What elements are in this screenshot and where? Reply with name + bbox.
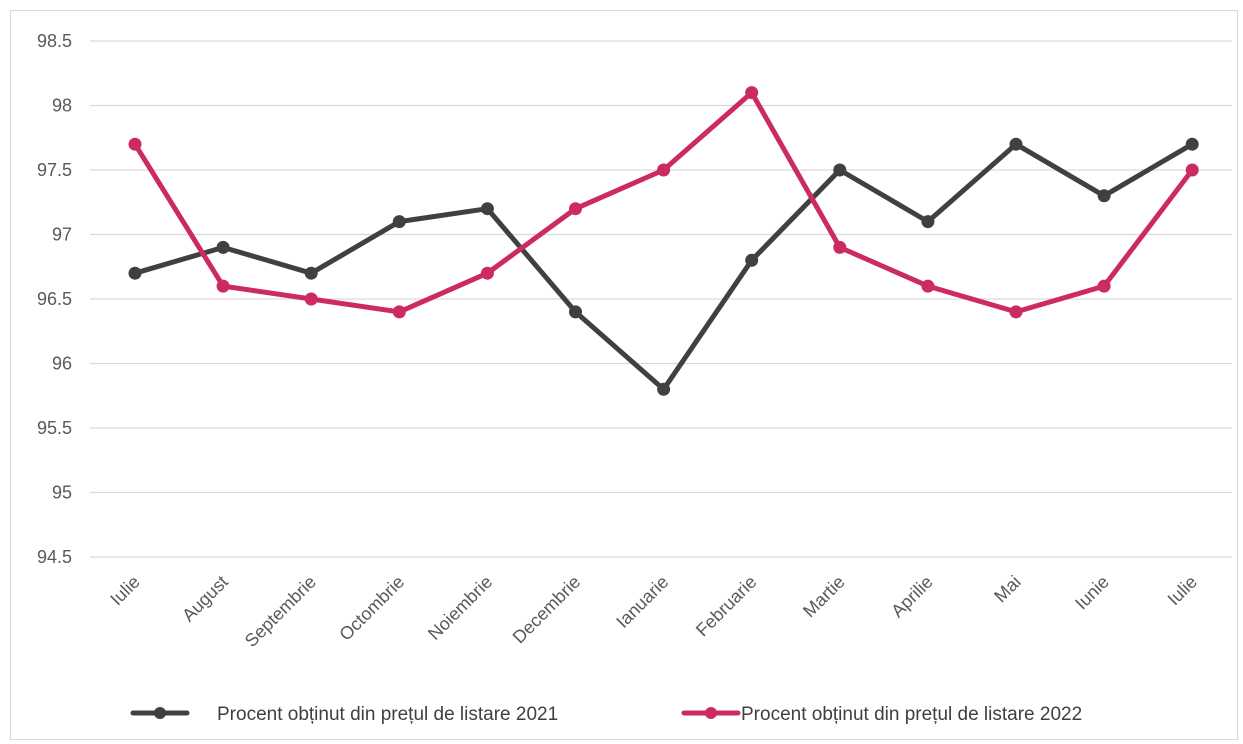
legend-item-2022: Procent obținut din prețul de listare 20…: [681, 704, 1082, 725]
legend-marker-2021: [154, 707, 166, 719]
data-point: [216, 279, 230, 293]
x-tick-label: Aprilie: [887, 572, 937, 622]
x-tick-label: Iulie: [106, 572, 143, 609]
x-tick-label: Noiembrie: [424, 572, 496, 644]
data-point: [1097, 189, 1111, 203]
data-point: [657, 382, 671, 396]
data-point: [921, 279, 935, 293]
chart-frame: [10, 10, 1238, 740]
x-tick-label: Iunie: [1071, 572, 1113, 614]
gridlines: [90, 40, 1232, 558]
data-point: [921, 215, 935, 229]
data-point: [304, 292, 318, 306]
y-tick-label: 95.5: [37, 418, 72, 438]
data-point: [833, 240, 847, 254]
legend-item-2021: Procent obținut din prețul de listare 20…: [130, 704, 558, 725]
x-axis-ticks: Iulie August Septembrie Octombrie Noiembrie D…: [106, 572, 1201, 651]
data-point: [657, 163, 671, 177]
data-point: [569, 305, 582, 319]
x-tick-label: Iulie: [1164, 572, 1201, 609]
series-2022: [128, 86, 1199, 319]
x-tick-label: Martie: [799, 572, 849, 622]
y-axis-ticks: 94.5 95 95.5 96 96.5 97 97.5 98 98.5: [37, 31, 72, 567]
x-tick-label: Mai: [990, 572, 1025, 607]
y-tick-label: 97: [52, 225, 72, 245]
x-tick-label: Octombrie: [335, 572, 408, 645]
legend-marker-2022: [705, 707, 717, 719]
series-line: [132, 90, 1195, 315]
y-tick-label: 98.5: [37, 31, 72, 51]
data-point: [392, 215, 406, 229]
y-tick-label: 96: [52, 354, 72, 374]
data-point: [1185, 137, 1199, 151]
data-point: [1097, 279, 1111, 293]
y-tick-label: 94.5: [37, 547, 72, 567]
data-point: [480, 202, 494, 216]
x-tick-label: Septembrie: [241, 572, 320, 651]
data-point: [128, 137, 142, 151]
data-point: [1185, 163, 1199, 177]
y-tick-label: 98: [52, 96, 72, 116]
data-point: [745, 253, 759, 267]
legend-label-2022: Procent obținut din prețul de listare 20…: [741, 704, 1082, 725]
data-point: [833, 163, 847, 177]
series: [128, 86, 1199, 396]
x-tick-label: August: [178, 572, 232, 626]
data-point: [392, 305, 406, 319]
legend-label-2021: Procent obținut din prețul de listare 20…: [217, 704, 558, 725]
data-point: [216, 240, 230, 254]
x-tick-label: Decembrie: [509, 572, 585, 648]
y-tick-label: 96.5: [37, 289, 72, 309]
legend: Procent obținut din prețul de listare 20…: [130, 704, 1082, 725]
y-tick-label: 97.5: [37, 160, 72, 180]
x-tick-label: Ianuarie: [612, 572, 672, 632]
x-tick-label: Februarie: [692, 572, 761, 641]
data-point: [128, 266, 142, 280]
data-point: [569, 202, 582, 216]
y-tick-label: 95: [52, 483, 72, 503]
data-point: [480, 266, 494, 280]
data-point: [1009, 305, 1023, 319]
data-point: [304, 266, 318, 280]
data-point: [745, 86, 759, 100]
series-2021: [128, 137, 1199, 396]
series-line: [132, 141, 1195, 392]
data-point: [1009, 137, 1023, 151]
